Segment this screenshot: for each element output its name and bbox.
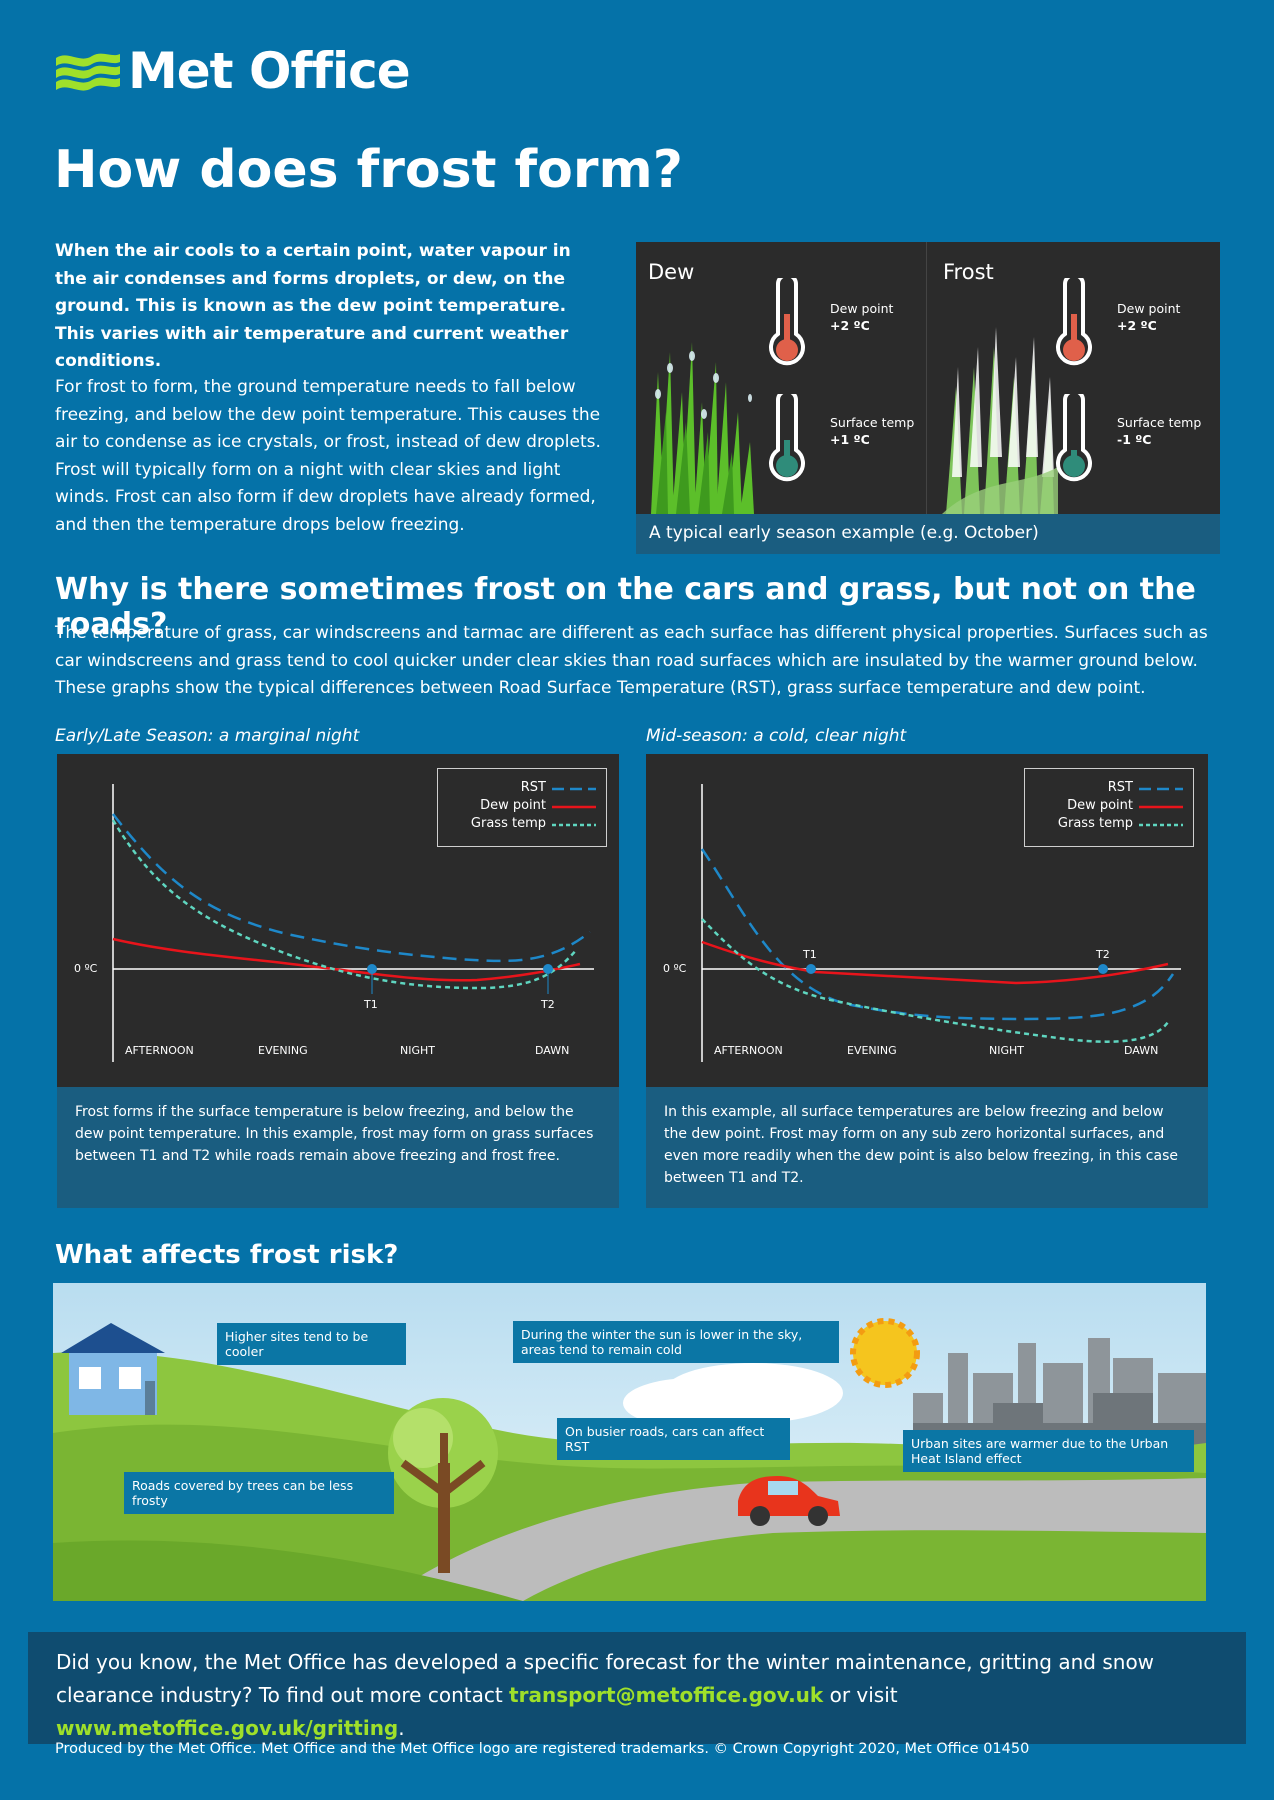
graph1-t2-label: T2 (541, 998, 555, 1011)
frost-dew-point-value: +2 ºC (1117, 318, 1157, 333)
frost-grass-icon (942, 327, 1058, 514)
surface-temp-thermometer-icon (1056, 394, 1092, 482)
footer-text-3: . (398, 1716, 405, 1740)
intro-text: For frost to form, the ground temperatur… (55, 377, 601, 535)
dew-point-label: Dew point (830, 301, 894, 316)
dew-frost-panel: Dew Frost (636, 242, 1220, 514)
legend-grass-temp: Grass temp (470, 816, 546, 831)
graph1-chart (111, 784, 594, 1062)
dew-frost-caption: A typical early season example (e.g. Oct… (636, 514, 1220, 554)
footer-text-2: or visit (823, 1683, 898, 1707)
graph1-period-afternoon: AFTERNOON (125, 1044, 194, 1057)
graph1-subtitle: Early/Late Season: a marginal night (55, 726, 360, 746)
frost-surface-temp-value: -1 ºC (1117, 432, 1152, 447)
legend-grass-temp: Grass temp (1057, 816, 1133, 831)
dew-point-value: +2 ºC (830, 318, 870, 333)
graph2-legend: RST Dew point Grass temp (1024, 768, 1194, 847)
graph2-caption: In this example, all surface temperature… (646, 1087, 1208, 1208)
graph1-caption: Frost forms if the surface temperature i… (57, 1087, 619, 1208)
graph1-period-evening: EVENING (258, 1044, 308, 1057)
legend-dew-point: Dew point (480, 798, 546, 813)
graph1-panel: 0 ºC T1 T2 AFTERNOON EVENING NIGHT DAWN … (57, 754, 619, 1087)
legend-rst: RST (1107, 780, 1133, 795)
graph1-t1-label: T1 (364, 998, 378, 1011)
callout-sun-low: During the winter the sun is lower in th… (513, 1321, 839, 1363)
frost-title: Frost (943, 260, 994, 284)
callout-busy-roads: On busier roads, cars can affect RST (557, 1418, 790, 1460)
risk-heading: What affects frost risk? (55, 1240, 399, 1270)
footer-url-link[interactable]: www.metoffice.gov.uk/gritting (56, 1716, 399, 1740)
frost-dew-point-label: Dew point (1117, 301, 1181, 316)
dew-point-thermometer-icon (1056, 278, 1092, 366)
graph2-zero-label: 0 ºC (663, 962, 687, 975)
graph2-period-evening: EVENING (847, 1044, 897, 1057)
why-text: The temperature of grass, car windscreen… (55, 623, 1208, 698)
legend-swatches (1139, 787, 1183, 827)
why-heading: Why is there sometimes frost on the cars… (55, 572, 1196, 642)
dew-grass-icon (651, 342, 754, 514)
graph2-period-dawn: DAWN (1124, 1044, 1159, 1057)
met-office-logo-icon (56, 53, 120, 91)
graph2-subtitle: Mid-season: a cold, clear night (646, 726, 907, 746)
frost-risk-scene: Higher sites tend to be cooler During th… (53, 1283, 1206, 1601)
footer-text-1: Did you know, the Met Office has develop… (56, 1650, 1155, 1707)
graph2-period-afternoon: AFTERNOON (714, 1044, 783, 1057)
graph2-period-night: NIGHT (989, 1044, 1024, 1057)
surface-temp-value: +1 ºC (830, 432, 870, 447)
callout-urban-sites: Urban sites are warmer due to the Urban … (903, 1430, 1194, 1472)
graph1-period-night: NIGHT (400, 1044, 435, 1057)
legend-swatches (552, 787, 596, 827)
graph1-legend: RST Dew point Grass temp (437, 768, 607, 847)
surface-temp-thermometer-icon (769, 394, 805, 482)
footer-email-link[interactable]: transport@metoffice.gov.uk (509, 1683, 824, 1707)
graph2-chart (700, 784, 1181, 1062)
legend-rst: RST (520, 780, 546, 795)
dew-frost-caption-text: A typical early season example (e.g. Oct… (649, 523, 1039, 543)
graph2-t1-label: T1 (803, 948, 817, 961)
legend-dew-point: Dew point (1067, 798, 1133, 813)
graph2-panel: 0 ºC T1 T2 AFTERNOON EVENING NIGHT DAWN … (646, 754, 1208, 1087)
frost-surface-temp-label: Surface temp (1117, 415, 1202, 430)
graph1-period-dawn: DAWN (535, 1044, 570, 1057)
callout-trees: Roads covered by trees can be less frost… (124, 1472, 394, 1514)
surface-temp-label: Surface temp (830, 415, 915, 430)
callout-higher-sites: Higher sites tend to be cooler (217, 1323, 406, 1365)
footer-box: Did you know, the Met Office has develop… (28, 1632, 1246, 1744)
copyright-credit: Produced by the Met Office. Met Office a… (55, 1741, 1030, 1757)
intro-bold-text: When the air cools to a certain point, w… (55, 241, 571, 371)
page-title: How does frost form? (54, 140, 683, 200)
dew-title: Dew (648, 260, 695, 284)
graph2-t2-label: T2 (1096, 948, 1110, 961)
dew-point-thermometer-icon (769, 278, 805, 366)
brand-name: Met Office (128, 42, 411, 100)
graph1-zero-label: 0 ºC (74, 962, 98, 975)
